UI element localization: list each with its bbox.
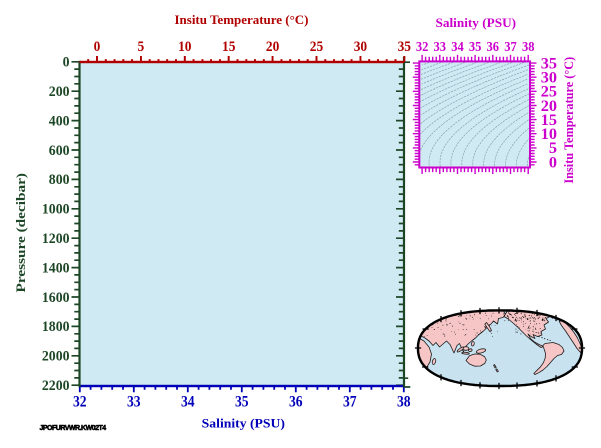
svg-text:30: 30: [354, 38, 368, 55]
svg-text:20: 20: [266, 38, 280, 55]
svg-text:35: 35: [235, 394, 249, 411]
svg-text:600: 600: [49, 143, 70, 159]
svg-text:200: 200: [49, 84, 70, 100]
svg-text:0: 0: [94, 38, 101, 55]
svg-text:0: 0: [63, 55, 70, 71]
svg-text:25: 25: [310, 38, 324, 55]
svg-text:2000: 2000: [42, 349, 70, 365]
svg-text:35: 35: [541, 53, 557, 72]
svg-text:Insitu Temperature (°C): Insitu Temperature (°C): [561, 57, 576, 184]
svg-text:10: 10: [541, 124, 557, 143]
svg-text:30: 30: [541, 68, 557, 87]
svg-text:1600: 1600: [42, 290, 70, 306]
svg-text:34: 34: [181, 394, 195, 411]
svg-text:1800: 1800: [42, 319, 70, 335]
svg-text:5: 5: [549, 138, 557, 157]
svg-text:JPOFURVWR.KW02T4: JPOFURVWR.KW02T4: [40, 425, 107, 432]
svg-text:20: 20: [541, 96, 557, 115]
svg-text:Insitu Temperature (°C): Insitu Temperature (°C): [175, 12, 309, 27]
svg-text:38: 38: [522, 40, 535, 55]
svg-text:1200: 1200: [42, 231, 70, 247]
svg-text:Salinity (PSU): Salinity (PSU): [202, 415, 285, 430]
svg-text:32: 32: [416, 40, 429, 55]
svg-text:35: 35: [469, 40, 482, 55]
svg-text:800: 800: [49, 172, 70, 188]
svg-text:32: 32: [73, 394, 87, 411]
svg-text:37: 37: [343, 394, 357, 411]
svg-text:35: 35: [398, 38, 412, 55]
svg-text:400: 400: [49, 113, 70, 129]
svg-text:33: 33: [127, 394, 141, 411]
svg-text:15: 15: [541, 110, 557, 129]
svg-text:Salinity (PSU): Salinity (PSU): [436, 15, 517, 30]
svg-text:33: 33: [434, 40, 447, 55]
svg-text:15: 15: [222, 38, 236, 55]
svg-text:25: 25: [541, 82, 557, 101]
svg-text:0: 0: [549, 152, 557, 171]
svg-text:Pressure (decibar): Pressure (decibar): [13, 173, 28, 293]
svg-text:38: 38: [397, 394, 411, 411]
svg-text:1400: 1400: [42, 260, 70, 276]
svg-text:36: 36: [289, 394, 303, 411]
svg-text:34: 34: [451, 40, 464, 55]
svg-text:37: 37: [504, 40, 517, 55]
svg-text:5: 5: [138, 38, 145, 55]
svg-text:2200: 2200: [42, 378, 70, 394]
svg-text:1000: 1000: [42, 202, 70, 218]
svg-text:36: 36: [487, 40, 500, 55]
svg-text:10: 10: [178, 38, 192, 55]
